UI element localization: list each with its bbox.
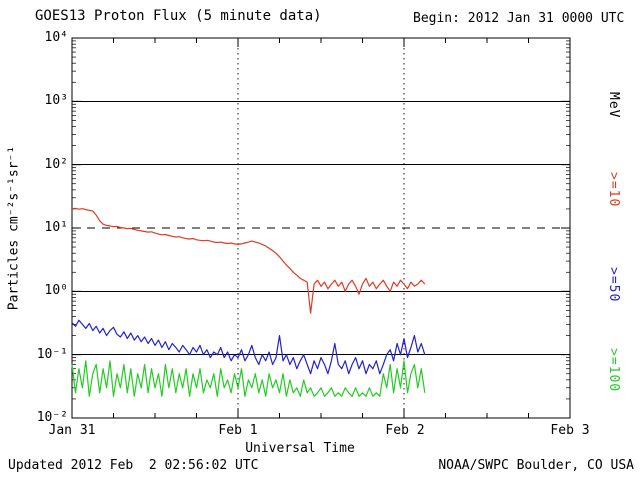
series-label-ge50: >=50 <box>606 267 621 303</box>
x-tick-label: Feb 2 <box>385 423 425 438</box>
y-tick-label: 10² <box>44 157 68 172</box>
chart-title: GOES13 Proton Flux (5 minute data) <box>35 8 322 24</box>
right-axis-unit-label: MeV <box>606 92 621 119</box>
x-tick-label: Feb 1 <box>218 423 258 438</box>
updated-timestamp: Updated 2012 Feb 2 02:56:02 UTC <box>8 458 259 473</box>
y-axis-label: Particles cm⁻²s⁻¹sr⁻¹ <box>6 145 22 311</box>
x-tick-label: Jan 31 <box>48 423 96 438</box>
x-tick-label: Feb 3 <box>550 423 590 438</box>
noaa-credit: NOAA/SWPC Boulder, CO USA <box>438 458 634 473</box>
y-tick-label: 10⁴ <box>44 30 68 45</box>
y-tick-label: 10⁻² <box>36 410 68 425</box>
y-tick-label: 10¹ <box>44 220 68 235</box>
y-tick-label: 10³ <box>44 93 68 108</box>
y-tick-label: 10⁻¹ <box>36 347 68 362</box>
x-axis-label: Universal Time <box>245 441 355 456</box>
series-label-ge100: >=100 <box>606 348 621 393</box>
begin-time-label: Begin: 2012 Jan 31 0000 UTC <box>413 11 625 26</box>
series-label-ge10: >=10 <box>606 172 621 208</box>
y-tick-label: 10⁰ <box>44 283 68 298</box>
